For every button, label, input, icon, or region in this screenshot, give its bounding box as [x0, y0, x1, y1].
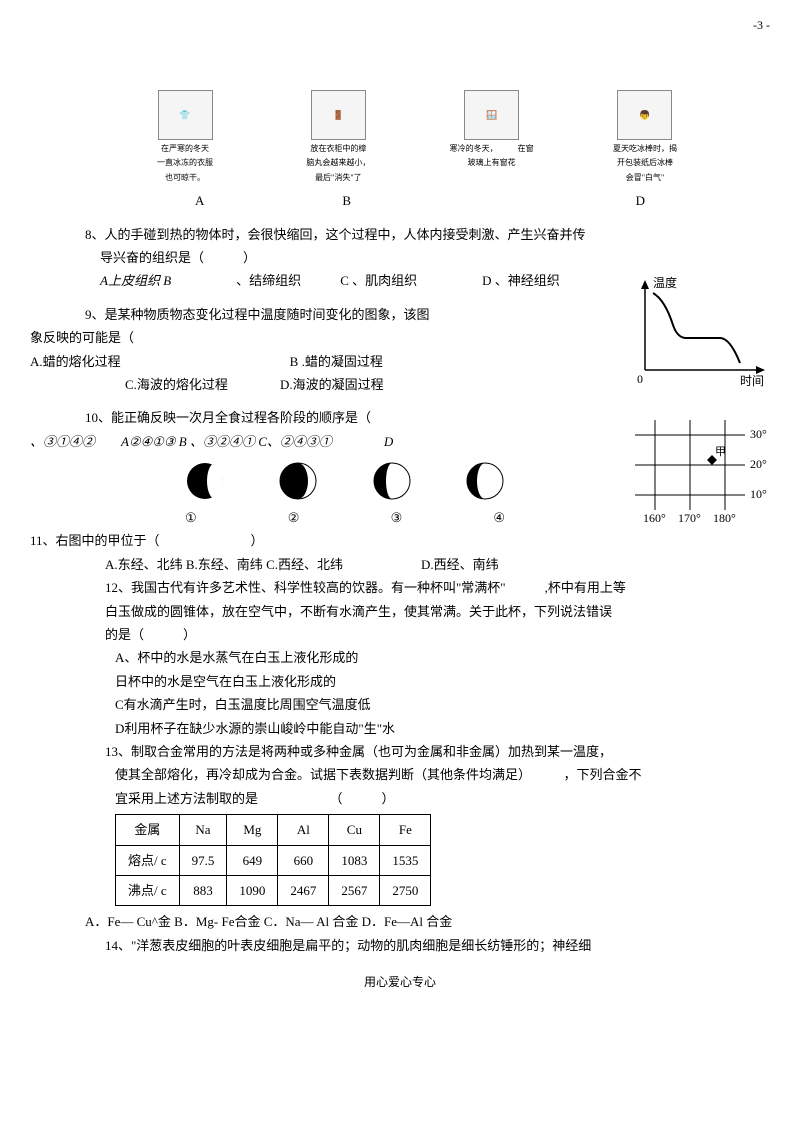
temperature-graph: 温度 时间 0 [625, 275, 780, 390]
grid-label: 甲 [715, 446, 726, 458]
illus-3: 🪟 寒冷的冬天， 在窗 玻璃上有窗花 [432, 90, 552, 183]
moon-1 [185, 461, 225, 501]
page-number: -3 - [753, 15, 770, 37]
illus-img-1: 👕 [158, 90, 213, 140]
svg-text:30°: 30° [750, 427, 767, 441]
moon-4 [465, 461, 505, 501]
graph-xlabel: 时间 [740, 374, 764, 388]
q12-c: C有水滴产生时，白玉温度比周围空气温度低 [115, 693, 785, 716]
svg-text:10°: 10° [750, 487, 767, 501]
cap-2a: 放在衣柜中的樟 [310, 144, 366, 154]
cap-1a: 在严寒的冬天 [161, 144, 209, 154]
illus-4: 👦 夏天吃冰棒时，揭 开包装纸后冰棒 会冒"白气" [585, 90, 705, 183]
q12-l1: 12、我国古代有许多艺术性、科学性较高的饮器。有一种杯叫"常满杯" ,杯中有用上… [105, 576, 785, 599]
q8-d: D 、神经组织 [482, 273, 560, 288]
moon-phases [185, 461, 505, 501]
q12-b: 日杯中的水是空气在白玉上液化形成的 [115, 670, 785, 693]
label-row: A B C D [15, 189, 785, 212]
q12-l2: 白玉做成的圆锥体，放在空气中，不断有水滴产生，使其常满。关于此杯，下列说法错误 [105, 600, 785, 623]
svg-text:160°: 160° [643, 511, 666, 525]
cap-4a: 夏天吃冰棒时，揭 [613, 144, 677, 154]
svg-text:20°: 20° [750, 457, 767, 471]
illus-img-4: 👦 [617, 90, 672, 140]
label-d: D [636, 189, 645, 212]
metal-table: 金属NaMgAlCuFe 熔点/ c97.564966010831535 沸点/… [115, 814, 431, 906]
illus-2: 🚪 放在衣柜中的樟 脑丸会越来越小， 最后"消失"了 [278, 90, 398, 183]
graph-ylabel: 温度 [653, 275, 677, 290]
cap-3a: 寒冷的冬天， 在窗 [450, 144, 534, 154]
cap-4c: 会冒"白气" [626, 173, 665, 183]
q12-a: A、杯中的水是水蒸气在白玉上液化形成的 [115, 646, 785, 669]
q8-b: 、结缔组织 [236, 273, 301, 288]
q8-text2: 导兴奋的组织是（ ） [100, 246, 785, 269]
moon-labels: ① ② ③ ④ [185, 506, 505, 529]
q14-text: 14、"洋葱表皮细胞的叶表皮细胞是扁平的；动物的肌肉细胞是细长纺锤形的；神经细 [105, 934, 785, 957]
q11-opts: A.东经、北纬 B.东经、南纬 C.西经、北纬 D.西经、南纬 [105, 553, 785, 576]
svg-text:180°: 180° [713, 511, 736, 525]
moon-3 [372, 461, 412, 501]
illus-img-3: 🪟 [464, 90, 519, 140]
cap-4b: 开包装纸后冰棒 [617, 158, 673, 168]
illus-1: 👕 在严寒的冬天 一直冰冻的衣服 也可晾干。 [125, 90, 245, 183]
footer: 用心爱心专心 [15, 972, 785, 994]
cap-1b: 一直冰冻的衣服 [157, 158, 213, 168]
illus-img-2: 🚪 [311, 90, 366, 140]
label-b: B [342, 189, 351, 212]
label-a: A [195, 189, 204, 212]
q8-c: C 、肌肉组织 [340, 273, 417, 288]
cap-1c: 也可晾干。 [165, 173, 205, 183]
q13-l3: 宜采用上述方法制取的是 （ ） [115, 787, 785, 810]
coordinate-grid: 甲 30° 20° 10° 160° 170° 180° [625, 410, 780, 525]
cap-2b: 脑丸会越来越小， [306, 158, 370, 168]
illustration-row: 👕 在严寒的冬天 一直冰冻的衣服 也可晾干。 🚪 放在衣柜中的樟 脑丸会越来越小… [15, 90, 785, 183]
q13-l2: 使其全部熔化，再冷却成为合金。试据下表数据判断（其他条件均满足） ，下列合金不 [115, 763, 785, 786]
q8-a: A上皮组织 B [100, 273, 171, 288]
svg-text:170°: 170° [678, 511, 701, 525]
q13-ans: A．Fe— Cu^金 B．Mg- Fe合金 C．Na— Al 合金 D．Fe—A… [85, 910, 785, 933]
cap-2c: 最后"消失"了 [315, 173, 362, 183]
q11-text: 11、右图中的甲位于（ ） [30, 529, 785, 552]
q13-l1: 13、制取合金常用的方法是将两种或多种金属（也可为金属和非金属）加热到某一温度， [105, 740, 785, 763]
q12-d: D利用杯子在缺少水源的崇山峻岭中能自动"生"水 [115, 717, 785, 740]
cap-3b: 玻璃上有窗花 [468, 158, 516, 168]
moon-2 [278, 461, 318, 501]
graph-origin: 0 [637, 372, 643, 386]
q12-l3: 的是（ ） [105, 623, 785, 646]
q8-text: 8、人的手碰到热的物体时，会很快缩回，这个过程中，人体内接受刺激、产生兴奋并传 [85, 223, 785, 246]
